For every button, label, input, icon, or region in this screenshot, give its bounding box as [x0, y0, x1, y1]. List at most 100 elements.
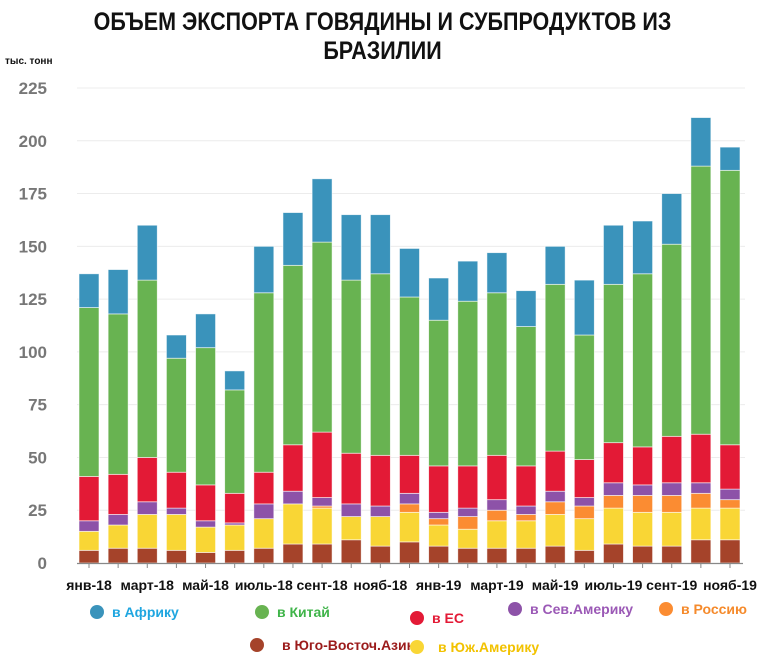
bar-segment: [311, 543, 333, 564]
bar-segment: [573, 459, 595, 498]
bar-segment: [603, 507, 624, 545]
bar-segment: [311, 497, 333, 507]
bar-segment: [107, 473, 129, 515]
bar-segment: [544, 245, 566, 285]
bar-segment: [166, 471, 187, 509]
bar-segment: [282, 543, 304, 564]
bar-segment: [311, 507, 333, 545]
legend-item[interactable]: в ЕС: [410, 610, 464, 626]
y-axis-unit-label: тыс. тонн: [5, 56, 53, 67]
bar-segment: [661, 545, 683, 564]
bar-segment: [340, 503, 362, 517]
y-tick-label: 0: [38, 554, 47, 573]
bar-segment: [136, 547, 158, 564]
bar-segment: [166, 357, 187, 473]
bar-segment: [661, 243, 683, 437]
bar-segment: [107, 547, 129, 564]
bar-segment: [719, 444, 741, 490]
bar-segment: [573, 518, 595, 551]
bar-segment: [544, 501, 566, 515]
bar-segment: [544, 450, 566, 492]
bar-segment: [428, 319, 450, 467]
y-tick-label: 175: [19, 185, 47, 204]
bar-segment: [78, 549, 100, 564]
bar-segment: [166, 514, 187, 551]
bar-segment: [690, 492, 712, 509]
bar-segment: [690, 539, 712, 564]
bar-segment: [486, 292, 508, 456]
y-tick-label: 75: [28, 396, 47, 415]
bar-segment: [428, 518, 450, 526]
bar-segment: [340, 452, 362, 505]
bar-segment: [311, 178, 333, 243]
x-tick-label: июль-19: [584, 577, 642, 593]
bar-segment: [78, 273, 100, 308]
bar-segment: [486, 520, 508, 549]
bar-segment: [690, 117, 712, 167]
bar-segment: [369, 273, 391, 456]
legend-item[interactable]: в Китай: [255, 604, 330, 620]
x-tick-label: янв-19: [416, 577, 462, 593]
legend-item[interactable]: в Юж.Америку: [410, 639, 539, 655]
bar-segment: [603, 442, 624, 484]
bar-segment: [457, 260, 479, 302]
bar-segment: [603, 224, 624, 285]
legend-item[interactable]: в Юго-Восточ.Азию: [250, 637, 419, 653]
bar-segment: [399, 492, 420, 505]
bar-segment: [719, 499, 741, 509]
bar-segment: [399, 541, 420, 564]
bar-segment: [224, 492, 246, 524]
bar-segment: [515, 520, 537, 549]
bar-segment: [632, 446, 653, 486]
bar-segment: [282, 490, 304, 505]
stacked-bar-chart: 0 25 50 75 100 125 150 175 200 225 янв-18 март-18 ма…: [19, 79, 758, 593]
bar-segment: [399, 296, 420, 456]
bar-segment: [457, 300, 479, 467]
bar-segment: [428, 545, 450, 564]
legend-label: в Африку: [112, 604, 179, 620]
x-tick-label: янв-18: [66, 577, 112, 593]
legend-item[interactable]: в Россию: [659, 601, 747, 617]
bar-segment: [166, 334, 187, 359]
bar-segment: [195, 484, 216, 522]
bar-segment: [515, 290, 537, 327]
legend-label: в Россию: [681, 601, 747, 617]
bar-segment: [515, 326, 537, 467]
legend-marker-icon: [508, 602, 522, 616]
x-tick-label: май-18: [182, 577, 229, 593]
legend-item[interactable]: в Сев.Америку: [508, 601, 633, 617]
legend-label: в Сев.Америку: [530, 601, 634, 617]
bar-segment: [311, 431, 333, 498]
bar-segment: [603, 482, 624, 496]
bar-segment: [632, 511, 653, 547]
bar-segment: [195, 526, 216, 553]
bar-segment: [603, 543, 624, 564]
chart-title: ОБЪЕМ ЭКСПОРТА ГОВЯДИНЫ И СУБПРОДУКТОВ И…: [93, 8, 672, 65]
x-tick-label: нояб-19: [703, 577, 757, 593]
bar-segment: [107, 514, 129, 526]
x-tick-label: сент-18: [297, 577, 348, 593]
bar-segment: [486, 499, 508, 511]
bar-segment: [282, 503, 304, 545]
bar-segment: [166, 507, 187, 515]
bar-segment: [340, 516, 362, 541]
legend-item[interactable]: в Африку: [90, 604, 179, 620]
legend-marker-icon: [255, 605, 269, 619]
y-tick-label: 125: [19, 290, 47, 309]
y-tick-label: 200: [19, 132, 47, 151]
bar-segment: [632, 484, 653, 496]
bar-segment: [544, 283, 566, 452]
bar-segment: [253, 518, 275, 549]
bar-segment: [457, 465, 479, 509]
bar-segment: [224, 370, 246, 391]
bar-segment: [457, 547, 479, 564]
bar-segment: [661, 511, 683, 547]
bar-segment: [719, 488, 741, 501]
y-tick-label: 100: [19, 343, 47, 362]
legend-marker-icon: [410, 611, 424, 625]
bar-segment: [253, 292, 275, 473]
bar-segment: [428, 524, 450, 547]
x-tick-label: март-18: [121, 577, 175, 593]
legend-marker-icon: [250, 638, 264, 652]
bar-segment: [340, 279, 362, 454]
